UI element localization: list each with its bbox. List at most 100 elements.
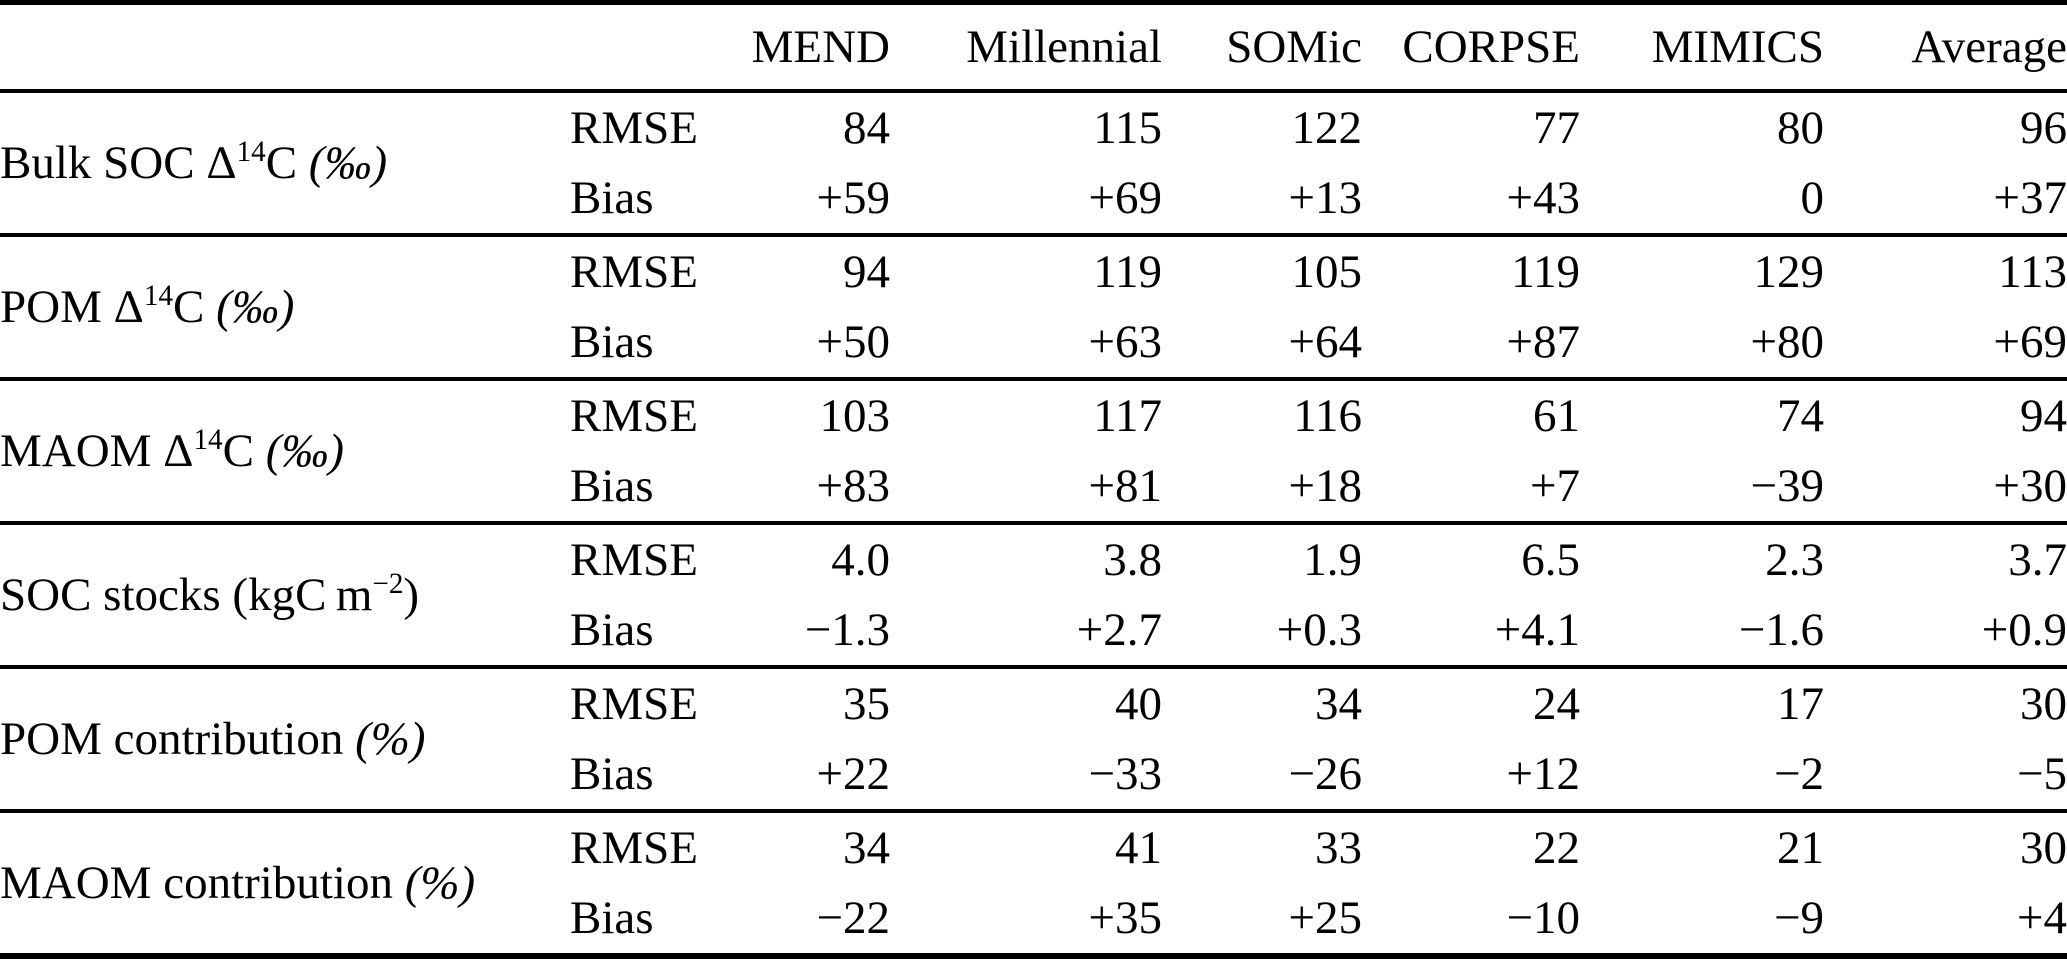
metric-row-rmse: MAOM Δ14C (‰) RMSE 103 117 116 61 74 94 bbox=[0, 379, 2067, 477]
rmse-value-millennial: 41 bbox=[1115, 822, 1162, 874]
metric-row-bias: Bias −22 +35 +25 −10 −9 +4 bbox=[0, 883, 2067, 956]
rmse-value-mimics: 129 bbox=[1753, 246, 1825, 298]
column-header-mimics: MIMICS bbox=[1651, 21, 1824, 73]
stat-label-rmse: RMSE bbox=[570, 678, 698, 730]
metric-label-text: MAOM contribution bbox=[0, 857, 405, 909]
column-header-corpse: CORPSE bbox=[1402, 21, 1580, 73]
rmse-value-average: 30 bbox=[2020, 822, 2067, 874]
bias-value-millennial: +81 bbox=[1088, 460, 1162, 512]
bias-value-mend: −22 bbox=[816, 892, 890, 944]
metric-label-text: (‰) bbox=[308, 137, 388, 189]
rmse-value-mimics: 21 bbox=[1777, 822, 1824, 874]
bias-value-millennial: −33 bbox=[1088, 748, 1162, 800]
stat-label-rmse: RMSE bbox=[570, 102, 698, 154]
metric-row-rmse: POM contribution (%) RMSE 35 40 34 24 17 30 bbox=[0, 667, 2067, 765]
stat-label-rmse: RMSE bbox=[570, 246, 698, 298]
rmse-value-millennial: 115 bbox=[1093, 102, 1162, 154]
bias-value-corpse: +7 bbox=[1529, 460, 1580, 512]
metric-label: POM contribution (%) bbox=[0, 667, 570, 811]
column-header-mend: MEND bbox=[751, 21, 890, 73]
metric-label-text: Bulk SOC Δ bbox=[0, 137, 237, 189]
rmse-value-somic: 122 bbox=[1291, 102, 1363, 154]
rmse-value-mimics: 80 bbox=[1777, 102, 1824, 154]
stat-label-bias: Bias bbox=[570, 460, 654, 512]
metric-row-bias: Bias +22 −33 −26 +12 −2 −5 bbox=[0, 739, 2067, 811]
rmse-value-millennial: 117 bbox=[1093, 390, 1162, 442]
rmse-value-mend: 34 bbox=[843, 822, 890, 874]
metric-row-rmse: POM Δ14C (‰) RMSE 94 119 105 119 129 113 bbox=[0, 235, 2067, 333]
stat-label-rmse: RMSE bbox=[570, 390, 698, 442]
metric-label-text: (%) bbox=[355, 713, 426, 765]
metric-row-bias: Bias +50 +63 +64 +87 +80 +69 bbox=[0, 307, 2067, 379]
metric-label-text: (%) bbox=[404, 857, 476, 909]
bias-value-corpse: +43 bbox=[1506, 172, 1580, 224]
rmse-value-mimics: 74 bbox=[1777, 390, 1824, 442]
metric-row-bias: Bias +59 +69 +13 +43 0 +37 bbox=[0, 163, 2067, 235]
rmse-value-corpse: 22 bbox=[1533, 822, 1580, 874]
bias-value-average: +37 bbox=[1993, 172, 2067, 224]
bias-value-somic: +64 bbox=[1288, 316, 1362, 368]
rmse-value-millennial: 40 bbox=[1115, 678, 1162, 730]
rmse-value-corpse: 77 bbox=[1533, 102, 1580, 154]
stat-label-bias: Bias bbox=[570, 892, 654, 944]
column-header-millennial: Millennial bbox=[966, 21, 1162, 73]
metric-label-text: ) bbox=[403, 569, 420, 621]
metric-label-text: C bbox=[172, 281, 217, 333]
bias-value-average: +69 bbox=[1993, 316, 2067, 368]
rmse-value-mimics: 17 bbox=[1777, 678, 1824, 730]
stat-label-bias: Bias bbox=[570, 748, 654, 800]
metric-superscript: 14 bbox=[193, 424, 223, 457]
bias-value-mend: +22 bbox=[816, 748, 890, 800]
metric-label: MAOM Δ14C (‰) bbox=[0, 379, 570, 523]
bias-value-average: +4 bbox=[2016, 892, 2067, 944]
rmse-value-millennial: 3.8 bbox=[1103, 534, 1162, 586]
stat-label-bias: Bias bbox=[570, 604, 654, 656]
metric-row-rmse: SOC stocks (kgC m−2) RMSE 4.0 3.8 1.9 6.5 2.3 3… bbox=[0, 523, 2067, 621]
rmse-value-corpse: 119 bbox=[1511, 246, 1580, 298]
bias-value-mimics: 0 bbox=[1800, 172, 1825, 224]
metric-label-text: POM Δ bbox=[0, 281, 144, 333]
bias-value-mimics: −39 bbox=[1750, 460, 1824, 512]
rmse-value-mend: 103 bbox=[819, 390, 891, 442]
bias-value-average: −5 bbox=[2016, 748, 2067, 800]
rmse-value-average: 96 bbox=[2020, 102, 2067, 154]
bias-value-mimics: −9 bbox=[1773, 892, 1824, 944]
bias-value-corpse: −10 bbox=[1506, 892, 1580, 944]
header-row: MEND Millennial SOMic CORPSE MIMICS Average bbox=[0, 3, 2067, 92]
metric-label-text: SOC stocks (kgC m bbox=[0, 569, 373, 621]
bias-value-corpse: +12 bbox=[1506, 748, 1580, 800]
bias-value-millennial: +2.7 bbox=[1076, 604, 1162, 656]
metric-label: SOC stocks (kgC m−2) bbox=[0, 523, 570, 667]
rmse-value-mend: 94 bbox=[843, 246, 890, 298]
header-spacer-metric bbox=[0, 3, 570, 92]
bias-value-somic: +0.3 bbox=[1276, 604, 1362, 656]
bias-value-somic: −26 bbox=[1288, 748, 1362, 800]
rmse-value-average: 113 bbox=[1998, 246, 2067, 298]
metric-label-text: (‰) bbox=[265, 425, 344, 477]
bias-value-somic: +25 bbox=[1288, 892, 1362, 944]
rmse-value-somic: 116 bbox=[1293, 390, 1362, 442]
header-spacer-stat bbox=[570, 3, 740, 92]
rmse-value-somic: 1.9 bbox=[1303, 534, 1362, 586]
stat-label-bias: Bias bbox=[570, 172, 654, 224]
metric-row-rmse: MAOM contribution (%) RMSE 34 41 33 22 21 30 bbox=[0, 811, 2067, 909]
rmse-value-corpse: 6.5 bbox=[1521, 534, 1580, 586]
bias-value-somic: +18 bbox=[1288, 460, 1362, 512]
bias-value-mend: +59 bbox=[816, 172, 890, 224]
metric-label-text: POM contribution bbox=[0, 713, 356, 765]
metric-label: POM Δ14C (‰) bbox=[0, 235, 570, 379]
bias-value-mimics: +80 bbox=[1750, 316, 1824, 368]
metric-superscript: 14 bbox=[236, 136, 266, 169]
rmse-value-mend: 4.0 bbox=[831, 534, 890, 586]
bias-value-somic: +13 bbox=[1288, 172, 1362, 224]
rmse-value-average: 94 bbox=[2020, 390, 2067, 442]
bias-value-mend: −1.3 bbox=[804, 604, 890, 656]
rmse-value-somic: 105 bbox=[1291, 246, 1363, 298]
rmse-value-average: 30 bbox=[2020, 678, 2067, 730]
bias-value-millennial: +35 bbox=[1088, 892, 1162, 944]
rmse-value-millennial: 119 bbox=[1093, 246, 1162, 298]
bias-value-mend: +50 bbox=[816, 316, 890, 368]
metric-label-text: C bbox=[265, 137, 309, 189]
